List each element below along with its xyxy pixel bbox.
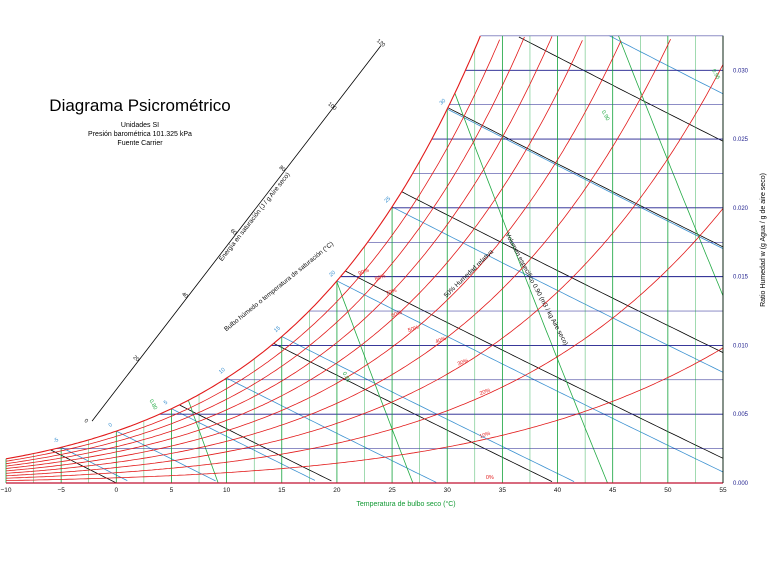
volume-tick-label: 0.85 [341, 371, 351, 383]
chart-title: Diagrama Psicrométrico [49, 96, 231, 115]
rh-curve-30 [5, 64, 724, 477]
x-tick-label: 55 [719, 487, 727, 494]
wet-bulb-label: 0 [108, 422, 114, 429]
x-tick-label: 15 [278, 487, 286, 494]
rh-label: 60% [391, 310, 403, 319]
enthalpy-axis-label: Energía en saturación (J / g Aire seco) [218, 171, 292, 262]
pressure-line: Presión barométrica 101.325 kPa [88, 131, 192, 138]
enthalpy-line [105, 36, 723, 380]
y-tick-label: 0.015 [733, 275, 749, 281]
x-tick-label: −5 [57, 487, 65, 494]
wet-bulb-label: 15 [273, 326, 282, 335]
rh-curve-80 [5, 36, 525, 465]
enthalpy-line [518, 36, 723, 170]
volume-tick-label: 0.90 [600, 110, 610, 122]
rh-curve-90 [5, 39, 500, 462]
rh-label: 40% [435, 336, 447, 345]
wet-bulb-label: 10 [218, 367, 227, 376]
wet-bulb-label: 25 [384, 196, 393, 205]
rh-label: 50% [407, 325, 419, 334]
units-line: Unidades SI [120, 122, 160, 129]
x-tick-label: 50 [664, 487, 672, 494]
enthalpy-tick-label: 100 [326, 101, 337, 112]
rh50-annotation: 50% Humedad relativa [443, 248, 495, 299]
rh-label: 70% [385, 288, 397, 297]
x-tick-label: 5 [170, 487, 174, 494]
x-tick-label: −10 [0, 487, 11, 494]
wet-bulb-line [336, 280, 723, 483]
enthalpy-tick-label: 40 [180, 291, 189, 300]
rh-label: 90% [358, 268, 370, 277]
rh-curve-100 [5, 35, 481, 460]
wet-bulb-label: 5 [163, 400, 169, 407]
y-tick-label: 0.030 [733, 68, 749, 74]
y-tick-label: 0.020 [733, 206, 749, 212]
enthalpy-tick-label: 0 [83, 418, 89, 425]
specific-volume-line [618, 35, 723, 484]
rh-label: 80% [374, 273, 386, 282]
wet-bulb-axis-label: Bulbo húmedo o temperatura de saturación… [222, 240, 335, 333]
rh-curve-20 [5, 208, 724, 479]
x-axis-label: Temperatura de bulbo seco (°C) [356, 500, 455, 508]
y-tick-label: 0.025 [733, 137, 749, 143]
x-tick-label: 40 [554, 487, 562, 494]
rh-label: 10% [479, 431, 491, 440]
rh-curve-60 [5, 40, 583, 469]
rh-curve-40 [5, 39, 671, 474]
x-tick-label: 20 [333, 487, 341, 494]
x-tick-label: 25 [388, 487, 396, 494]
enthalpy-tick-label: 80 [278, 165, 287, 174]
wet-bulb-line [502, 35, 723, 123]
y-axis-label: Ratio Humedad w (g Agua / g de aire seco… [760, 173, 767, 307]
rh-label: 0% [486, 475, 494, 481]
wet-bulb-line [226, 377, 437, 483]
enthalpy-tick-label: 120 [375, 38, 386, 49]
enthalpy-tick-label: 60 [229, 228, 238, 237]
x-tick-label: 35 [499, 487, 507, 494]
wet-bulb-line [447, 108, 723, 277]
y-tick-label: 0.000 [733, 481, 749, 487]
rh-curve-70 [5, 36, 553, 467]
y-tick-label: 0.010 [733, 343, 749, 349]
enthalpy-scale [91, 45, 382, 422]
rh-label: 30% [457, 358, 469, 367]
x-tick-label: 10 [223, 487, 231, 494]
wet-bulb-line [391, 206, 723, 400]
rh-curve-10 [5, 347, 724, 481]
volume-tick-label: 0.95 [710, 68, 720, 80]
title-block: Diagrama Psicrométrico Unidades SI Presi… [40, 96, 240, 148]
wet-bulb-label: 30 [439, 98, 448, 107]
x-tick-label: 45 [609, 487, 617, 494]
rh-curve-50 [5, 40, 622, 472]
wet-bulb-label: -5 [53, 437, 61, 445]
wet-bulb-label: 20 [328, 270, 337, 279]
enthalpy-line [729, 38, 768, 63]
x-tick-label: 0 [114, 487, 118, 494]
rh-label: 20% [479, 388, 491, 397]
volume-tick-label: 0.80 [148, 399, 158, 411]
y-tick-label: 0.005 [733, 412, 749, 418]
enthalpy-tick-label: 20 [131, 355, 140, 364]
x-tick-label: 30 [444, 487, 452, 494]
specific-volume-line [433, 35, 608, 484]
wet-bulb-line [281, 336, 575, 482]
source-line: Fuente Carrier [117, 140, 163, 147]
